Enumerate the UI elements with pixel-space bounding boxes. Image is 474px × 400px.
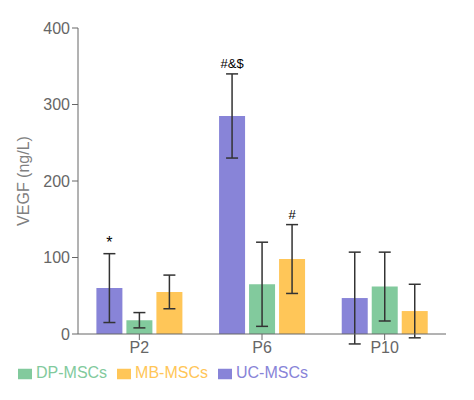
html-text:MB-MSCs: MB-MSCs [135, 364, 208, 381]
svg-text:P6: P6 [252, 339, 272, 356]
svg-text:200: 200 [43, 173, 70, 190]
svg-text:100: 100 [43, 249, 70, 266]
svg-text:#&$: #&$ [220, 56, 244, 71]
svg-text:#: # [288, 207, 296, 222]
svg-text:400: 400 [43, 20, 70, 37]
svg-text:300: 300 [43, 96, 70, 113]
svg-text:0: 0 [61, 326, 70, 343]
svg-text:P10: P10 [370, 339, 399, 356]
html-text:DP-MSCs: DP-MSCs [36, 364, 108, 381]
svg-text:*: * [106, 234, 112, 251]
svg-text:VEGF (ng/L): VEGF (ng/L) [15, 136, 32, 226]
html-text:UC-MSCs: UC-MSCs [236, 364, 308, 381]
svg-text:P2: P2 [130, 339, 150, 356]
